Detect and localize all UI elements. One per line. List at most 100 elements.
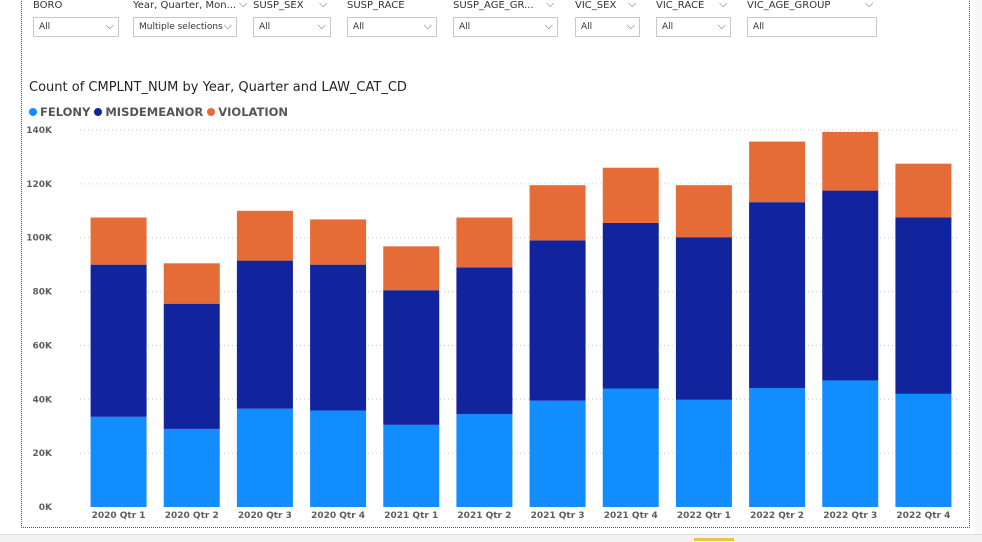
y-tick-label: 60K: [33, 341, 54, 351]
y-tick-label: 20K: [33, 449, 54, 459]
active-tab-indicator: [694, 538, 734, 541]
legend-item-felony[interactable]: FELONY: [29, 105, 90, 119]
chevron-down-icon: ⌵: [423, 19, 432, 32]
legend-item-misdemeanor[interactable]: MISDEMEANOR: [94, 105, 203, 119]
bar-misdemeanor-2022-qtr-2[interactable]: [749, 202, 806, 388]
slicer-dropdown[interactable]: All ⌵: [33, 17, 119, 37]
slicer-value: Multiple selections: [139, 22, 223, 32]
chevron-down-icon[interactable]: ⌵: [239, 0, 248, 10]
bar-misdemeanor-2021-qtr-4[interactable]: [602, 222, 659, 389]
bar-misdemeanor-2020-qtr-1[interactable]: [90, 264, 147, 417]
slicer-value: All: [353, 22, 365, 32]
bar-felony-2021-qtr-3[interactable]: [529, 400, 586, 507]
bar-felony-2022-qtr-1[interactable]: [675, 399, 732, 507]
x-tick-label: 2020 Qtr 2: [165, 511, 219, 521]
slicer-value: All: [459, 22, 471, 32]
y-tick-label: 140K: [26, 126, 53, 136]
chevron-down-icon: ⌵: [544, 19, 553, 32]
chevron-down-icon[interactable]: ⌵: [319, 0, 328, 10]
bar-violation-2021-qtr-4[interactable]: [602, 167, 659, 223]
slicer-susp-race[interactable]: SUSP_RACE All ⌵: [347, 0, 437, 37]
bar-felony-2020-qtr-4[interactable]: [310, 410, 367, 507]
bar-violation-2022-qtr-2[interactable]: [749, 141, 806, 203]
bar-misdemeanor-2020-qtr-4[interactable]: [310, 264, 367, 411]
chevron-down-icon[interactable]: ⌵: [719, 0, 728, 10]
slicer-boro[interactable]: BORO All ⌵: [33, 0, 119, 37]
chevron-down-icon: ⌵: [717, 19, 726, 32]
bar-violation-2020-qtr-4[interactable]: [310, 219, 367, 265]
bar-violation-2021-qtr-1[interactable]: [383, 246, 440, 291]
bar-felony-2021-qtr-4[interactable]: [602, 388, 659, 507]
slicer-year-quarter-month[interactable]: Year, Quarter, Mon... ⌵ Multiple selecti…: [133, 0, 247, 37]
bar-misdemeanor-2020-qtr-2[interactable]: [163, 303, 220, 429]
slicer-dropdown[interactable]: All ⌵: [656, 17, 731, 37]
slicer-dropdown[interactable]: Multiple selections ⌵: [133, 17, 237, 37]
bar-misdemeanor-2022-qtr-3[interactable]: [822, 190, 879, 381]
bar-misdemeanor-2022-qtr-4[interactable]: [895, 217, 952, 394]
bar-misdemeanor-2022-qtr-1[interactable]: [675, 237, 732, 400]
bar-felony-2022-qtr-2[interactable]: [749, 387, 806, 507]
chevron-down-icon[interactable]: ⌵: [628, 0, 637, 10]
bar-violation-2022-qtr-3[interactable]: [822, 131, 879, 191]
bar-violation-2020-qtr-3[interactable]: [236, 210, 293, 261]
bar-violation-2021-qtr-2[interactable]: [456, 217, 513, 268]
legend-dot-misdemeanor: [94, 108, 103, 116]
slicer-vic-age-group[interactable]: VIC_AGE_GROUP ⌵ All: [747, 0, 877, 37]
visual-container: [21, 0, 970, 528]
bar-felony-2020-qtr-3[interactable]: [236, 408, 293, 507]
bar-misdemeanor-2021-qtr-2[interactable]: [456, 267, 513, 415]
y-tick-label: 40K: [33, 395, 54, 405]
chart-title: Count of CMPLNT_NUM by Year, Quarter and…: [29, 80, 407, 95]
bar-felony-2022-qtr-4[interactable]: [895, 393, 952, 507]
page-scrollbar[interactable]: [975, 0, 982, 534]
chevron-down-icon: ⌵: [223, 19, 232, 32]
slicer-title: VIC_RACE: [656, 0, 705, 11]
slicer-susp-sex[interactable]: SUSP_SEX ⌵ All ⌵: [253, 0, 331, 37]
bar-violation-2020-qtr-2[interactable]: [163, 263, 220, 304]
bar-felony-2020-qtr-1[interactable]: [90, 416, 147, 507]
bar-misdemeanor-2021-qtr-3[interactable]: [529, 240, 586, 401]
slicer-dropdown[interactable]: All ⌵: [453, 17, 558, 37]
x-tick-label: 2021 Qtr 3: [531, 511, 585, 521]
y-tick-label: 120K: [26, 180, 53, 190]
bar-felony-2021-qtr-1[interactable]: [383, 424, 440, 507]
slicer-vic-sex[interactable]: VIC_SEX ⌵ All ⌵: [575, 0, 640, 37]
x-tick-label: 2020 Qtr 1: [92, 511, 146, 521]
page-tabs-strip: [0, 534, 982, 542]
slicer-dropdown[interactable]: All ⌵: [253, 17, 331, 37]
legend-dot-felony: [29, 108, 37, 116]
slicer-value: All: [581, 22, 593, 32]
x-tick-label: 2021 Qtr 2: [457, 511, 511, 521]
chevron-down-icon: ⌵: [317, 19, 326, 32]
legend-item-violation[interactable]: VIOLATION: [207, 105, 288, 119]
slicer-susp-age-group[interactable]: SUSP_AGE_GR... ⌵ All ⌵: [453, 0, 558, 37]
bar-violation-2022-qtr-1[interactable]: [675, 185, 732, 238]
slicer-value: All: [753, 22, 765, 32]
slicer-dropdown[interactable]: All ⌵: [347, 17, 437, 37]
bar-felony-2020-qtr-2[interactable]: [163, 428, 220, 507]
slicer-dropdown[interactable]: All: [747, 17, 877, 37]
y-tick-label: 80K: [33, 288, 54, 298]
slicer-dropdown[interactable]: All ⌵: [575, 17, 640, 37]
legend-dot-violation: [207, 108, 216, 116]
bar-misdemeanor-2021-qtr-1[interactable]: [383, 290, 440, 425]
bar-violation-2021-qtr-3[interactable]: [529, 185, 586, 241]
legend-label: FELONY: [40, 105, 91, 119]
x-tick-label: 2020 Qtr 4: [311, 511, 365, 521]
chart-legend: FELONY MISDEMEANOR VIOLATION: [29, 105, 292, 119]
bar-felony-2022-qtr-3[interactable]: [822, 380, 879, 507]
bar-felony-2021-qtr-2[interactable]: [456, 414, 513, 507]
slicer-title: SUSP_AGE_GR...: [453, 0, 534, 11]
bar-misdemeanor-2020-qtr-3[interactable]: [236, 260, 293, 409]
slicer-title: Year, Quarter, Mon...: [133, 0, 237, 11]
chevron-down-icon[interactable]: ⌵: [865, 0, 874, 10]
chevron-down-icon[interactable]: ⌵: [546, 0, 555, 10]
bar-violation-2022-qtr-4[interactable]: [895, 163, 952, 218]
chevron-down-icon: ⌵: [626, 19, 635, 32]
chevron-down-icon: ⌵: [105, 19, 114, 32]
x-tick-label: 2020 Qtr 3: [238, 511, 292, 521]
slicer-title: VIC_SEX: [575, 0, 617, 11]
bar-violation-2020-qtr-1[interactable]: [90, 217, 147, 265]
slicer-vic-race[interactable]: VIC_RACE ⌵ All ⌵: [656, 0, 731, 37]
